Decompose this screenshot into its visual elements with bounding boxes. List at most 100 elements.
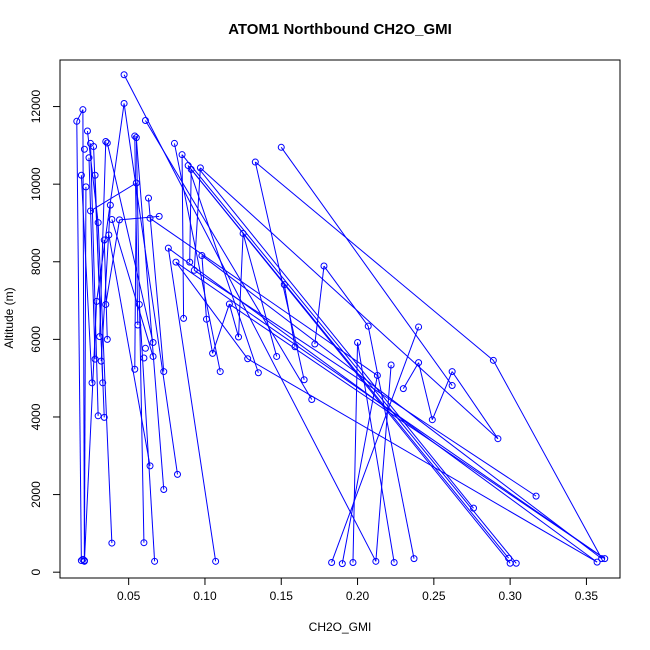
series-line-segment	[181, 154, 185, 319]
data-point	[160, 368, 168, 376]
data-point	[103, 335, 111, 343]
x-tick-label: 0.25	[422, 589, 446, 603]
data-point	[239, 229, 247, 237]
data-point	[216, 368, 224, 376]
data-point	[320, 262, 328, 270]
data-point	[505, 554, 513, 562]
series-line-segment	[148, 198, 165, 372]
data-point	[160, 486, 168, 494]
data-point	[80, 557, 88, 565]
series-line-segment	[135, 137, 165, 490]
data-point	[83, 127, 91, 135]
data-point	[338, 560, 346, 568]
data-point	[277, 143, 285, 151]
series-line-segment	[83, 301, 98, 562]
data-point	[170, 139, 178, 147]
series-line-segment	[83, 186, 87, 561]
data-point	[448, 382, 456, 390]
series-line-segment	[323, 265, 369, 327]
series-line-segment	[145, 120, 313, 400]
data-point	[132, 134, 140, 142]
series-line-segment	[375, 364, 392, 562]
series-line-segment	[193, 167, 201, 271]
data-point	[164, 244, 172, 252]
data-point	[244, 355, 252, 363]
data-point	[105, 231, 113, 239]
data-point	[149, 338, 157, 346]
series-line-segment	[283, 284, 296, 347]
x-axis: 0.05 0.10 0.15 0.20 0.25 0.30 0.35	[117, 577, 598, 603]
data-point	[99, 379, 107, 387]
series-line-segment	[134, 136, 139, 326]
series-line-segment	[280, 147, 453, 386]
data-point	[209, 349, 217, 357]
data-point	[172, 258, 180, 266]
plot-frame	[59, 59, 621, 579]
data-point	[120, 99, 128, 107]
data-point	[108, 215, 116, 223]
data-point	[132, 179, 140, 187]
series-line-segment	[341, 375, 378, 564]
data-point	[141, 344, 149, 352]
data-point	[106, 201, 114, 209]
series-line-segment	[111, 219, 154, 357]
data-point	[79, 106, 87, 114]
series-line-segment	[99, 141, 107, 337]
data-point	[251, 158, 259, 166]
data-point	[97, 357, 105, 365]
series-line-segment	[80, 175, 93, 383]
series-line-segment	[247, 358, 598, 563]
series-line-segment	[254, 161, 305, 380]
y-tick-label: 0	[29, 569, 43, 576]
series-lines	[76, 74, 606, 564]
series-line-segment	[135, 136, 145, 543]
data-point	[308, 396, 316, 404]
data-point	[187, 165, 195, 173]
data-point	[79, 555, 87, 563]
data-point	[235, 333, 243, 341]
series-line-segment	[201, 255, 207, 320]
data-point	[134, 321, 142, 329]
data-point	[77, 171, 85, 179]
data-point	[87, 207, 95, 215]
series-line-segment	[138, 304, 156, 562]
data-point	[80, 145, 88, 153]
data-point	[291, 343, 299, 351]
data-point	[94, 219, 102, 227]
series-line-segment	[242, 233, 278, 357]
series-line-segment	[189, 169, 192, 263]
x-tick-label: 0.15	[270, 589, 294, 603]
y-tick-label: 12000	[29, 90, 43, 124]
data-point	[399, 385, 407, 393]
data-point	[141, 117, 149, 125]
data-point	[273, 352, 281, 360]
data-point	[428, 416, 436, 424]
data-point	[100, 236, 108, 244]
series-points	[73, 71, 609, 568]
data-point	[598, 555, 606, 563]
series-line-segment	[331, 326, 420, 563]
series-line-segment	[201, 255, 602, 559]
data-point	[364, 322, 372, 330]
x-tick-label: 0.20	[346, 589, 370, 603]
series-line-segment	[205, 319, 214, 354]
data-point	[173, 470, 181, 478]
data-point	[91, 355, 99, 363]
data-point	[93, 297, 101, 305]
data-point	[149, 352, 157, 360]
series-line-segment	[200, 167, 499, 440]
data-point	[489, 356, 497, 364]
data-point	[100, 413, 108, 421]
data-point	[103, 139, 111, 147]
data-point	[146, 214, 154, 222]
data-point	[120, 71, 128, 79]
data-point	[373, 371, 381, 379]
y-tick-label: 2000	[29, 481, 43, 508]
series-line-segment	[418, 362, 433, 420]
data-point	[328, 558, 336, 566]
x-tick-label: 0.10	[193, 589, 217, 603]
data-point	[151, 557, 159, 565]
x-tick-label: 0.30	[498, 589, 522, 603]
data-point	[96, 333, 104, 341]
series-line-segment	[254, 161, 494, 361]
